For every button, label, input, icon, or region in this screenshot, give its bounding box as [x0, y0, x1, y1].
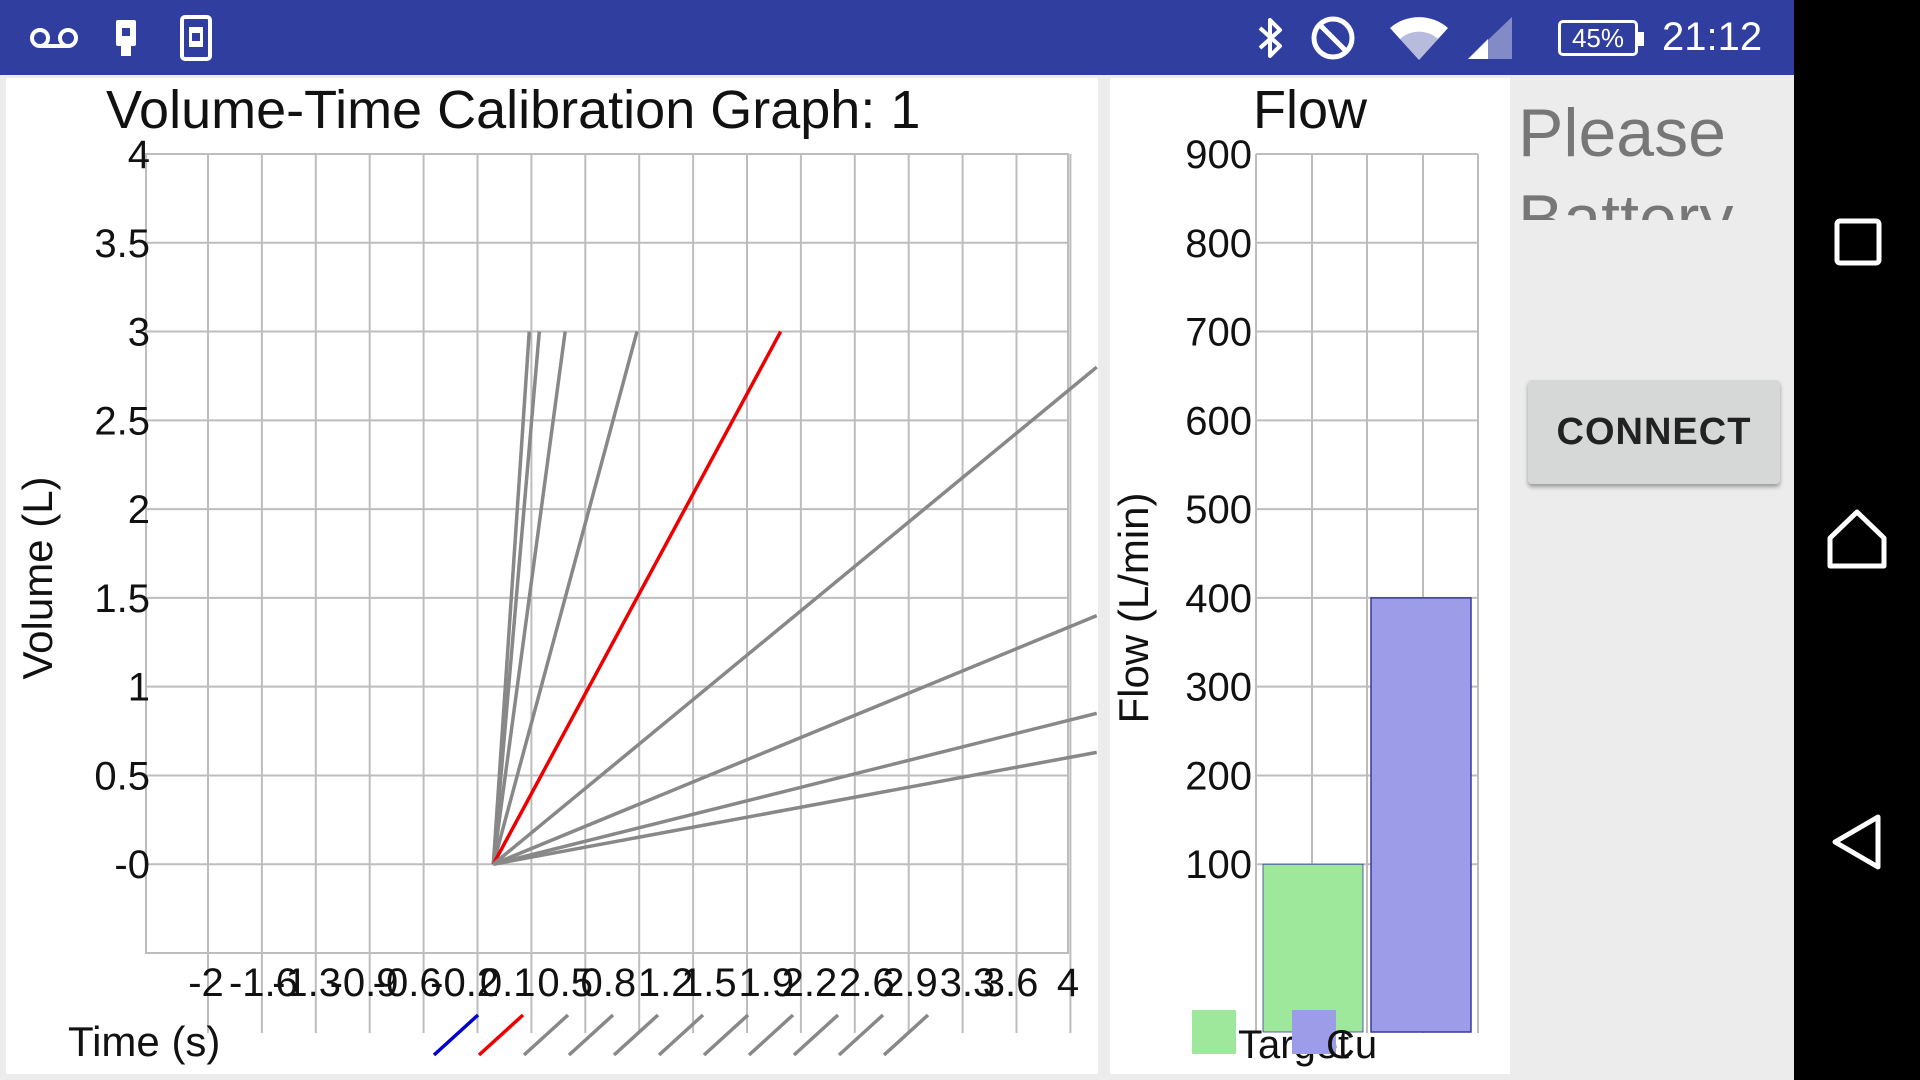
vt-legend-swatch	[882, 1013, 930, 1057]
vt-legend-swatch	[477, 1013, 525, 1057]
vt-series-line	[492, 614, 1098, 866]
vt-x-tick-label: 4	[1057, 961, 1079, 1005]
vt-y-tick-label: 2.5	[94, 399, 150, 443]
flow-y-tick-label: 100	[1185, 843, 1252, 887]
vt-series-line-active	[491, 330, 783, 866]
vt-series-line	[491, 331, 542, 865]
wifi-icon	[1388, 0, 1450, 75]
vt-x-tick-label: 2.2	[782, 961, 838, 1005]
flow-y-axis-label: Flow (L/min)	[1110, 492, 1157, 723]
flow-y-tick-label: 900	[1185, 133, 1252, 177]
back-icon[interactable]	[1830, 812, 1884, 877]
vt-series-line	[491, 331, 639, 865]
home-icon[interactable]	[1826, 508, 1888, 575]
vt-series-line	[493, 750, 1098, 866]
vt-x-tick-label: 1.5	[681, 961, 737, 1005]
flow-y-tick-label: 400	[1185, 577, 1252, 621]
vt-legend-swatch	[432, 1013, 480, 1057]
vt-legend-swatch	[702, 1013, 750, 1057]
vt-legend-swatch	[792, 1013, 840, 1057]
vt-legend-swatch	[747, 1013, 795, 1057]
flow-bars	[1262, 597, 1472, 1033]
vt-series-group	[491, 330, 1098, 866]
vt-y-tick-label: -0	[114, 843, 150, 887]
volume-time-chart-panel: -0 0.5 1 1.5 2 2.5 3 3.5 4 -2 -1.6 -1.3 -0.9 -0.6 -0.…	[6, 78, 1098, 1074]
vt-x-tick-label: -1.6	[229, 961, 298, 1005]
do-not-disturb-icon	[1310, 0, 1356, 75]
vt-x-tick-label: 1.2	[638, 961, 694, 1005]
flow-y-tick-label: 600	[1185, 399, 1252, 443]
vt-series-line	[491, 331, 567, 865]
vt-y-tick-label: 1	[128, 666, 150, 710]
vt-y-tick-label: 4	[128, 133, 150, 177]
vt-x-tick-label: 3.3	[940, 961, 996, 1005]
flow-y-tick-label: 200	[1185, 754, 1252, 798]
flow-y-tick-label: 300	[1185, 666, 1252, 710]
recents-icon[interactable]	[1834, 218, 1882, 271]
vt-x-tick-label: -1.3	[272, 961, 341, 1005]
bluetooth-icon	[1256, 0, 1286, 75]
flow-legend: TargetCu	[1192, 1010, 1377, 1067]
flow-legend-swatch	[1292, 1010, 1336, 1054]
flow-y-tick-label: 800	[1185, 222, 1252, 266]
vt-x-tick-label: -0.6	[373, 961, 442, 1005]
voicemail-icon	[28, 0, 80, 75]
connect-button[interactable]: CONNECT	[1528, 380, 1780, 484]
vt-legend-swatch	[657, 1013, 705, 1057]
vt-legend-swatch	[567, 1013, 615, 1057]
vt-y-tick-label: 3.5	[94, 222, 150, 266]
vt-x-tick-label: 2.9	[882, 961, 938, 1005]
vt-legend-swatch	[837, 1013, 885, 1057]
vt-legend	[432, 1013, 930, 1057]
vt-legend-swatch	[522, 1013, 570, 1057]
status-message: Please Battery	[1518, 90, 1748, 220]
volume-time-chart: -0 0.5 1 1.5 2 2.5 3 3.5 4 -2 -1.6-1.3-0.9-0.6-0.…	[14, 80, 1098, 1065]
sim-icon	[112, 0, 140, 75]
flow-chart: 100 200 300 400 500 600 700 800 900 TargetCu Flo…	[1110, 80, 1479, 1067]
flow-legend-label: Cu	[1326, 1023, 1377, 1067]
vt-x-ticks: -2 -1.6-1.3-0.9-0.6-0.20.1 0.50.8 1.21.5 1.9…	[188, 961, 1079, 1005]
battery-percent: 45%	[1571, 22, 1625, 53]
vt-y-tick-label: 2	[128, 488, 150, 532]
flow-chart-title: Flow	[1253, 80, 1368, 140]
cell-signal-icon	[1466, 0, 1514, 75]
vt-chart-title: Volume-Time Calibration Graph: 1	[106, 80, 920, 140]
status-message-line2: Battery	[1518, 181, 1734, 220]
vt-y-ticks: -0 0.5 1 1.5 2 2.5 3 3.5 4	[94, 133, 150, 887]
vt-x-tick-label: 1.9	[738, 961, 794, 1005]
phone-screen-icon	[180, 0, 212, 75]
vt-x-tick-label: -2	[188, 961, 224, 1005]
navigation-bar	[1794, 0, 1920, 1080]
vt-x-tick-label: 0.8	[580, 961, 636, 1005]
vt-x-tick-label: 0.5	[537, 961, 593, 1005]
vt-series-line	[492, 365, 1098, 866]
vt-y-tick-label: 1.5	[94, 577, 150, 621]
vt-y-tick-label: 0.5	[94, 754, 150, 798]
status-message-line1: Please	[1518, 95, 1726, 171]
battery-indicator: 45%	[1558, 20, 1644, 56]
vt-plot-frame	[145, 153, 1069, 954]
status-bar: 45% 21:12	[0, 0, 1794, 75]
flow-legend-swatch	[1192, 1010, 1236, 1054]
flow-y-ticks: 100 200 300 400 500 600 700 800 900	[1185, 133, 1252, 887]
flow-bar-cu	[1370, 597, 1472, 1033]
vt-y-axis-label: Volume (L)	[14, 476, 61, 679]
vt-x-tick-label: -0.9	[330, 961, 399, 1005]
vt-x-tick-label: 0.1	[480, 961, 536, 1005]
clock: 21:12	[1662, 15, 1763, 59]
vt-x-tick-label: -0.2	[430, 961, 499, 1005]
vt-legend-swatch	[612, 1013, 660, 1057]
flow-y-tick-label: 700	[1185, 311, 1252, 355]
vt-y-tick-label: 3	[128, 311, 150, 355]
vt-x-tick-label: 3.6	[983, 961, 1039, 1005]
flow-chart-panel: 100 200 300 400 500 600 700 800 900 TargetCu Flo…	[1110, 78, 1510, 1074]
flow-y-tick-label: 500	[1185, 488, 1252, 532]
vt-x-tick-label: 2.6	[839, 961, 895, 1005]
flow-bar-target	[1262, 863, 1364, 1033]
vt-series-line	[492, 711, 1098, 866]
vt-grid	[145, 153, 1072, 1033]
vt-x-axis-label: Time (s)	[68, 1018, 220, 1065]
